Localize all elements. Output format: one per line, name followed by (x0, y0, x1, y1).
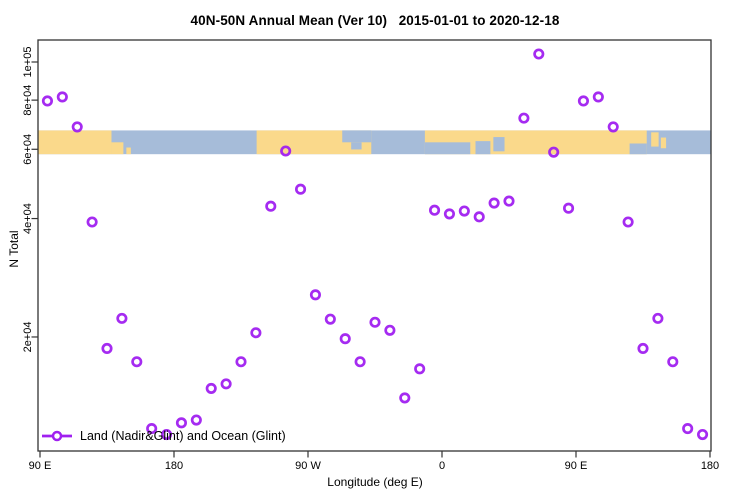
data-point (116, 312, 128, 324)
data-point (622, 216, 634, 228)
data-point (280, 145, 292, 157)
data-point (41, 95, 53, 107)
land-segment (126, 147, 131, 155)
data-point (548, 146, 560, 158)
data-point (384, 324, 396, 336)
y-tick-label: 8e+04 (22, 85, 34, 116)
data-point (265, 200, 277, 212)
data-point (131, 356, 143, 368)
data-point (607, 121, 619, 133)
land-segment (111, 142, 124, 155)
x-tick-label: 90 E (565, 460, 588, 472)
y-tick-label: 1e+05 (22, 47, 34, 78)
data-point (235, 356, 247, 368)
chart-title: 40N-50N Annual Mean (Ver 10) 2015-01-01 … (190, 13, 560, 28)
land-segment (660, 137, 667, 149)
data-point (443, 208, 455, 220)
data-point (473, 211, 485, 223)
data-point (369, 316, 381, 328)
ocean-segment (424, 142, 471, 155)
data-point (429, 204, 441, 216)
data-point (86, 216, 98, 228)
data-point (399, 392, 411, 404)
ocean-segment (493, 137, 505, 152)
data-point (71, 121, 83, 133)
land-segment (651, 132, 659, 147)
data-point (339, 333, 351, 345)
data-point (533, 48, 545, 60)
ocean-segment (475, 141, 491, 155)
data-point (190, 414, 202, 426)
data-point (458, 205, 470, 217)
legend-marker-icon (42, 430, 72, 442)
land-segment (38, 130, 112, 155)
data-point (161, 428, 173, 441)
y-tick-label: 6e+04 (22, 134, 34, 165)
data-point (324, 313, 336, 325)
x-tick-label: 90 E (29, 460, 52, 472)
ocean-segment (351, 142, 362, 150)
data-point (220, 378, 232, 390)
data-point (682, 423, 694, 435)
ocean-segment (629, 143, 647, 155)
data-point (577, 95, 589, 107)
data-point (354, 356, 366, 368)
data-point (146, 423, 158, 435)
x-axis-title: Longitude (deg E) (327, 475, 423, 489)
y-tick-label: 2e+04 (22, 322, 34, 353)
plot-frame (37, 39, 712, 452)
ocean-segment (342, 130, 372, 143)
y-axis-title: N Total (7, 230, 21, 268)
data-point (503, 195, 515, 207)
data-point (697, 428, 709, 441)
data-point (518, 112, 530, 124)
data-point (295, 183, 307, 195)
data-point (652, 312, 664, 324)
data-point (414, 363, 426, 375)
data-point (205, 382, 217, 394)
data-point (488, 197, 500, 209)
data-point (56, 91, 68, 103)
legend-label: Land (Nadir&Glint) and Ocean (Glint) (80, 429, 286, 443)
x-tick-label: 180 (701, 460, 719, 472)
data-point (637, 342, 649, 355)
data-point (101, 342, 113, 355)
data-point (592, 91, 604, 103)
legend: Land (Nadir&Glint) and Ocean (Glint) (41, 429, 286, 443)
data-point (309, 289, 321, 301)
data-point (175, 417, 187, 429)
data-point (563, 202, 575, 214)
y-tick-label: 4e+04 (22, 203, 34, 234)
x-tick-label: 0 (439, 460, 445, 472)
data-point (250, 327, 262, 339)
x-tick-label: 180 (165, 460, 183, 472)
data-point (667, 356, 679, 368)
x-tick-label: 90 W (295, 460, 321, 472)
